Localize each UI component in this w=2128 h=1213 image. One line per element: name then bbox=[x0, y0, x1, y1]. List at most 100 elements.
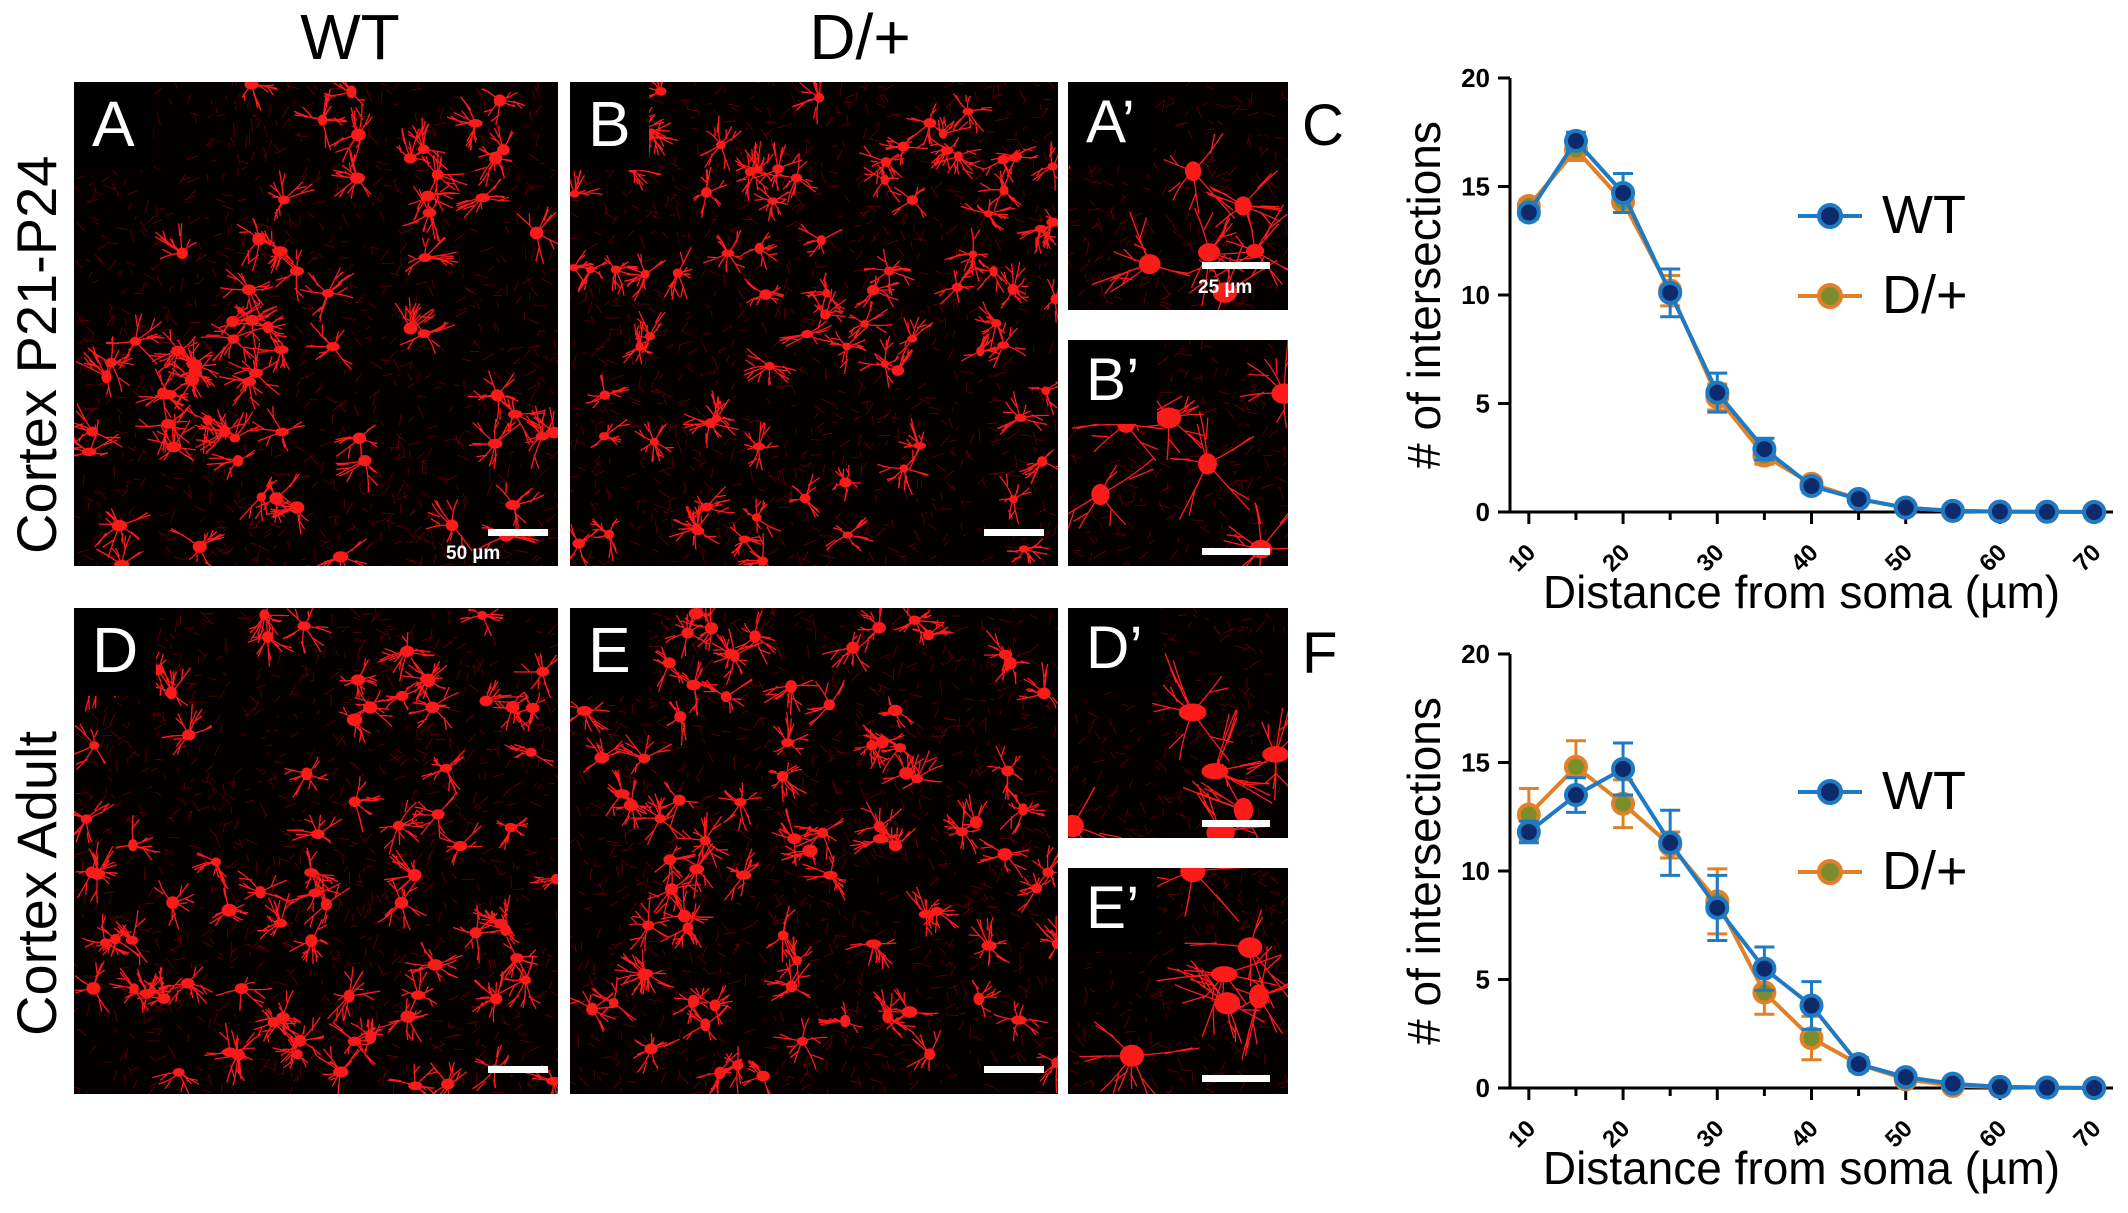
micrograph-panel-b: B bbox=[570, 82, 1058, 566]
x-tick-label: 70 bbox=[2068, 539, 2106, 577]
y-tick-label: 0 bbox=[1476, 497, 1490, 527]
series-wt bbox=[1516, 128, 2107, 524]
legend-label: D/+ bbox=[1882, 265, 1968, 325]
micrograph-panel-b-prime: B’ bbox=[1068, 340, 1288, 566]
scale-bar bbox=[1202, 548, 1270, 555]
y-axis-label: # of intersections bbox=[1398, 697, 1450, 1045]
data-point bbox=[1752, 956, 1777, 981]
legend-marker bbox=[1817, 779, 1843, 805]
panel-letter-a-prime: A’ bbox=[1068, 82, 1153, 166]
microglia-image bbox=[570, 82, 1058, 566]
legend-marker bbox=[1817, 203, 1843, 229]
y-tick-label: 20 bbox=[1461, 639, 1490, 669]
scale-bar bbox=[488, 1066, 548, 1073]
scale-bar-label: 25 µm bbox=[1198, 277, 1253, 298]
y-tick-label: 20 bbox=[1461, 63, 1490, 93]
data-point bbox=[1799, 473, 1824, 498]
panel-letter-e: E bbox=[570, 608, 649, 696]
legend-label: WT bbox=[1882, 185, 1966, 245]
y-tick-label: 5 bbox=[1476, 389, 1490, 419]
data-point bbox=[2035, 1075, 2060, 1100]
data-point bbox=[1563, 128, 1588, 153]
data-point bbox=[1799, 1026, 1824, 1051]
panel-letter-f: F bbox=[1302, 621, 1338, 686]
data-point bbox=[2082, 1076, 2107, 1100]
series-dplus bbox=[1516, 137, 2107, 524]
data-point bbox=[1658, 280, 1683, 305]
panel-letter-c: C bbox=[1302, 93, 1344, 158]
data-point bbox=[1658, 830, 1683, 855]
data-point bbox=[1893, 495, 1918, 520]
scale-bar bbox=[1202, 262, 1270, 269]
panel-letter-d: D bbox=[74, 608, 157, 696]
x-tick-label: 10 bbox=[1503, 1115, 1541, 1153]
y-tick-label: 10 bbox=[1461, 280, 1490, 310]
data-point bbox=[1611, 791, 1636, 816]
microglia-image bbox=[570, 608, 1058, 1094]
data-point bbox=[1516, 200, 1541, 225]
row-header-p21: Cortex P21-P24 bbox=[5, 155, 68, 554]
legend-marker bbox=[1817, 283, 1843, 309]
micrograph-panel-e-prime: E’ bbox=[1068, 868, 1288, 1094]
y-tick-label: 5 bbox=[1476, 965, 1490, 995]
panel-letter-b-prime: B’ bbox=[1068, 340, 1158, 424]
data-point bbox=[1611, 181, 1636, 206]
micrograph-panel-a-prime: A’ 25 µm bbox=[1068, 82, 1288, 310]
panel-letter-b: B bbox=[570, 82, 649, 170]
legend-label: D/+ bbox=[1882, 841, 1968, 901]
data-point bbox=[1940, 1071, 1965, 1096]
data-point bbox=[1799, 993, 1824, 1018]
column-header-wt: WT bbox=[300, 1, 400, 73]
data-point bbox=[1893, 1065, 1918, 1090]
legend-entry-wt: WT bbox=[1798, 185, 1966, 245]
data-point bbox=[1705, 895, 1730, 920]
y-tick-label: 15 bbox=[1461, 172, 1490, 202]
data-point bbox=[1752, 437, 1777, 462]
legend-entry-dplus: D/+ bbox=[1798, 265, 1968, 325]
y-tick-label: 10 bbox=[1461, 856, 1490, 886]
data-point bbox=[1846, 1052, 1871, 1077]
micrograph-panel-d-prime: D’ bbox=[1068, 608, 1288, 838]
y-axis-label: # of intersections bbox=[1398, 121, 1450, 469]
data-point bbox=[1987, 1074, 2012, 1099]
y-tick-label: 0 bbox=[1476, 1073, 1490, 1103]
panel-letter-a: A bbox=[74, 82, 153, 170]
microglia-image bbox=[74, 82, 558, 566]
microglia-image bbox=[1068, 868, 1288, 1094]
data-point bbox=[1611, 757, 1636, 782]
data-point bbox=[2082, 500, 2107, 524]
scale-bar bbox=[1202, 820, 1270, 827]
x-tick-label: 70 bbox=[2068, 1115, 2106, 1153]
column-header-dplus: D/+ bbox=[809, 1, 911, 73]
scale-bar bbox=[1202, 1075, 1270, 1082]
data-point bbox=[1563, 783, 1588, 808]
scale-bar-label: 50 µm bbox=[446, 543, 501, 564]
x-tick-label: 10 bbox=[1503, 539, 1541, 577]
panel-letter-e-prime: E’ bbox=[1068, 868, 1158, 952]
legend-marker bbox=[1817, 859, 1843, 885]
micrograph-panel-e: E bbox=[570, 608, 1058, 1094]
data-point bbox=[1846, 486, 1871, 511]
legend-entry-wt: WT bbox=[1798, 761, 1966, 821]
y-tick-label: 15 bbox=[1461, 748, 1490, 778]
scale-bar bbox=[984, 1066, 1044, 1073]
x-axis-label: Distance from soma (µm) bbox=[1543, 566, 2060, 618]
x-axis-label: Distance from soma (µm) bbox=[1543, 1142, 2060, 1194]
legend-entry-dplus: D/+ bbox=[1798, 841, 1968, 901]
data-point bbox=[2035, 499, 2060, 524]
legend-label: WT bbox=[1882, 761, 1966, 821]
data-point bbox=[1516, 819, 1541, 844]
panel-letter-d-prime: D’ bbox=[1068, 608, 1161, 692]
row-header-adult: Cortex Adult bbox=[5, 730, 68, 1036]
micrograph-panel-d: D bbox=[74, 608, 558, 1094]
data-point bbox=[1940, 498, 1965, 523]
scale-bar bbox=[984, 529, 1044, 536]
micrograph-panel-a: A 50 µm bbox=[74, 82, 558, 566]
series-wt bbox=[1516, 741, 2107, 1100]
microglia-image bbox=[1068, 82, 1288, 310]
data-point bbox=[1563, 754, 1588, 779]
data-point bbox=[1705, 380, 1730, 405]
data-point bbox=[1987, 499, 2012, 524]
